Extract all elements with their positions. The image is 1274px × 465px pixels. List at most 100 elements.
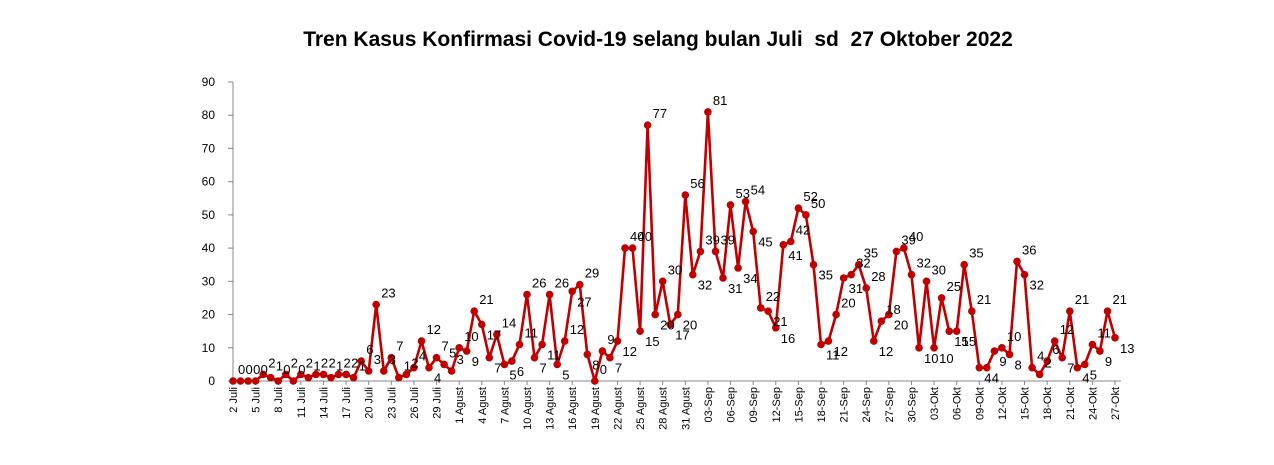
- data-label: 53: [736, 186, 750, 201]
- data-point: [530, 353, 539, 362]
- data-point: [357, 357, 366, 365]
- data-point: [636, 327, 644, 336]
- data-label: 26: [555, 276, 569, 291]
- data-label: 4: [984, 371, 991, 386]
- data-label: 11: [547, 348, 561, 363]
- data-label: 6: [1052, 342, 1059, 357]
- x-tick-label: 09-Okt: [974, 387, 986, 420]
- data-point: [470, 307, 479, 316]
- data-point: [915, 344, 923, 352]
- data-label: 35: [969, 246, 983, 261]
- x-tick-label: 28 Agust: [658, 387, 670, 430]
- data-point: [583, 350, 592, 359]
- data-point: [643, 121, 652, 129]
- data-point: [1066, 307, 1074, 316]
- data-label: 20: [660, 318, 674, 333]
- x-tick-label: 15-Sep: [793, 387, 805, 422]
- data-point: [591, 377, 599, 385]
- data-label: 7: [396, 339, 403, 354]
- data-point: [696, 247, 705, 256]
- y-tick-label: 70: [202, 141, 216, 155]
- data-label: 28: [871, 269, 885, 284]
- data-point: [266, 373, 275, 382]
- data-label: 2: [411, 355, 418, 370]
- data-point: [937, 294, 946, 302]
- data-label: 32: [856, 256, 870, 271]
- data-point: [756, 304, 765, 312]
- data-label: 40: [909, 229, 923, 244]
- data-point: [862, 284, 870, 292]
- data-point: [621, 244, 629, 252]
- y-tick-label: 10: [202, 341, 216, 355]
- data-point: [282, 370, 290, 379]
- data-point: [779, 241, 788, 249]
- data-label: 0: [298, 362, 305, 377]
- data-point: [493, 330, 501, 339]
- data-point: [802, 211, 810, 219]
- x-tick-label: 18-Sep: [816, 387, 828, 422]
- data-label: 54: [751, 183, 765, 198]
- data-label: 9: [472, 354, 479, 369]
- data-label: 81: [713, 93, 727, 108]
- data-point: [1043, 357, 1051, 365]
- data-label: 2: [344, 355, 351, 370]
- x-tick-label: 16 Agust: [567, 387, 579, 430]
- data-point: [334, 370, 343, 379]
- chart-title: Tren Kasus Konfirmasi Covid-19 selang bu…: [303, 28, 1013, 51]
- data-point: [1111, 334, 1119, 342]
- data-point: [960, 260, 968, 269]
- data-point: [719, 274, 727, 282]
- data-label: 39: [901, 232, 915, 247]
- data-label: 21: [479, 292, 493, 307]
- data-point: [251, 377, 260, 385]
- data-label: 23: [381, 286, 395, 301]
- data-point: [1103, 307, 1112, 316]
- data-label: 52: [803, 189, 817, 204]
- data-point: [289, 377, 298, 385]
- data-point: [749, 227, 757, 236]
- data-point: [1096, 347, 1104, 355]
- data-label: 41: [788, 248, 802, 263]
- data-label: 0: [253, 362, 260, 377]
- data-label: 0: [238, 362, 245, 377]
- data-label: 2: [351, 355, 358, 370]
- data-label: 0: [600, 362, 607, 377]
- data-label: 8: [1015, 357, 1022, 372]
- data-point: [764, 307, 772, 316]
- data-point: [651, 310, 659, 319]
- data-point: [900, 244, 908, 252]
- data-label: 39: [721, 232, 735, 247]
- data-point: [568, 287, 576, 296]
- data-point: [870, 337, 878, 345]
- data-point: [885, 310, 893, 319]
- data-point: [726, 201, 735, 209]
- data-point: [508, 357, 516, 365]
- data-label: 4: [1037, 349, 1044, 364]
- data-point: [809, 260, 818, 269]
- data-label: 10: [464, 329, 478, 344]
- data-point: [930, 344, 938, 352]
- data-label: 12: [834, 344, 848, 359]
- data-point: [447, 367, 456, 375]
- data-point: [945, 327, 953, 336]
- data-label: 35: [819, 268, 833, 283]
- data-label: 0: [261, 362, 268, 377]
- data-point: [1081, 360, 1089, 369]
- data-point: [1035, 370, 1044, 379]
- x-tick-label: 12-Okt: [997, 387, 1009, 420]
- data-label: 2: [268, 355, 275, 370]
- data-label: 9: [1105, 354, 1112, 369]
- data-point: [236, 377, 245, 385]
- data-label: 1: [404, 359, 411, 374]
- x-tick-label: 8 Juli: [273, 387, 285, 413]
- data-label: 27: [577, 294, 591, 309]
- data-label: 50: [811, 196, 825, 211]
- data-point: [462, 347, 471, 355]
- data-label: 30: [932, 262, 946, 277]
- data-point: [681, 191, 690, 199]
- data-point: [410, 363, 418, 372]
- data-point: [674, 310, 682, 319]
- data-label: 15: [645, 334, 659, 349]
- data-label: 15: [962, 334, 976, 349]
